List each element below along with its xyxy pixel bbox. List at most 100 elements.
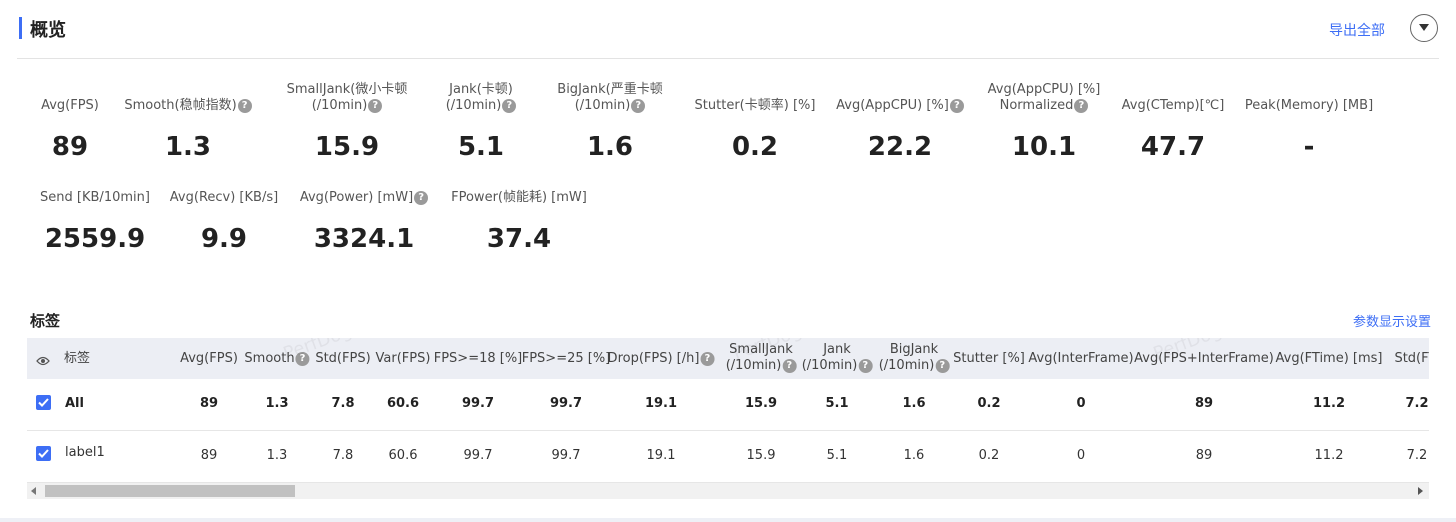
scrollbar-thumb[interactable] <box>45 485 295 497</box>
table-cell: 15.9 <box>746 448 776 463</box>
table-cell: 11.2 <box>1312 396 1346 411</box>
row-checkbox[interactable] <box>36 395 51 410</box>
help-icon[interactable]: ? <box>295 351 310 366</box>
table-cell: 99.7 <box>549 396 583 411</box>
help-icon[interactable]: ? <box>1074 98 1089 113</box>
table-cell: 0 <box>1076 448 1086 463</box>
scroll-left-icon[interactable] <box>31 487 36 495</box>
metric-value: 1.3 <box>164 132 212 162</box>
metric-item: FPower(帧能耗) [mW] 37.4 <box>429 190 609 270</box>
tags-table: 标签 Avg(FPS) Smooth? Std(FPS) Var(FPS) FPS>=18… <box>27 338 1429 483</box>
collapse-toggle-button[interactable] <box>1410 14 1438 42</box>
header-divider <box>17 58 1439 59</box>
metric-value: - <box>1303 132 1315 162</box>
chevron-down-icon <box>1419 24 1429 31</box>
metric-label: SmallJank(微小卡顿 <box>286 82 408 97</box>
metric-item: BigJank(严重卡顿 (/10min)? 1.6 <box>520 82 700 172</box>
table-cell: 0.2 <box>978 448 1000 463</box>
metric-item: Smooth(稳帧指数)? 1.3 <box>98 82 278 172</box>
table-cell: 7.8 <box>331 396 355 411</box>
help-icon[interactable]: ? <box>935 358 950 373</box>
row-label: All <box>65 396 84 411</box>
column-header: BigJank (/10min)? <box>879 342 950 374</box>
column-header-label: 标签 <box>64 351 91 366</box>
metric-label: Peak(Memory) [MB] <box>1244 98 1374 113</box>
help-icon[interactable]: ? <box>237 98 252 113</box>
table-cell: 99.7 <box>551 448 581 463</box>
metric-value: 0.2 <box>731 132 779 162</box>
column-header-label: Avg(InterFrame) <box>1028 351 1134 366</box>
title-accent-bar <box>19 17 22 39</box>
column-header-label: Avg(FPS+InterFrame) <box>1134 351 1274 366</box>
table-cell: 7.8 <box>332 448 354 463</box>
column-header-sublabel: (/10min) <box>801 358 858 373</box>
param-display-settings-link[interactable]: 参数显示设置 <box>1353 315 1432 330</box>
column-header-label: Jank <box>823 342 851 357</box>
metric-item: Avg(AppCPU) [%] Normalized? 10.1 <box>954 82 1134 172</box>
column-header: FPS>=25 [%] <box>522 351 611 367</box>
table-row-label1[interactable]: label1 89 1.3 7.8 60.6 99.7 99.7 19.1 15.9 5.1 1.6… <box>27 431 1429 483</box>
horizontal-scrollbar[interactable] <box>27 483 1429 499</box>
help-icon[interactable]: ? <box>700 351 715 366</box>
metric-value: 37.4 <box>486 224 552 254</box>
metric-label: (/10min)? <box>520 98 700 114</box>
table-cell: 7.2 <box>1406 448 1428 463</box>
help-icon[interactable]: ? <box>502 98 517 113</box>
help-icon[interactable]: ? <box>782 358 797 373</box>
help-icon[interactable]: ? <box>631 98 646 113</box>
metric-value: 3324.1 <box>313 224 415 254</box>
table-cell: 1.6 <box>903 448 925 463</box>
metric-item: Avg(CTemp)[℃] 47.7 <box>1083 82 1263 172</box>
table-row-all[interactable]: All 89 1.3 7.8 60.6 99.7 99.7 19.1 15.9 5.1 1.6 0.2… <box>27 379 1429 431</box>
table-cell: 0.2 <box>977 396 1001 411</box>
column-header-label: Std(FPS) <box>315 351 371 366</box>
metric-label: FPower(帧能耗) [mW] <box>451 190 587 205</box>
column-header: Avg(FTime) [ms] <box>1276 351 1383 367</box>
column-header-label: FPS>=25 [%] <box>521 351 611 366</box>
column-header: 标签 <box>64 351 90 367</box>
metric-label-line2: (/10min) <box>311 98 368 113</box>
help-icon[interactable]: ? <box>368 98 383 113</box>
help-icon[interactable]: ? <box>858 358 873 373</box>
metric-value: 9.9 <box>200 224 248 254</box>
row-label: label1 <box>65 445 105 460</box>
metric-label: BigJank(严重卡顿 <box>557 82 663 97</box>
metric-value: 2559.9 <box>44 224 146 254</box>
table-cell: 89 <box>1194 396 1214 411</box>
column-header-label: Avg(FTime) [ms] <box>1275 351 1383 366</box>
metric-label: Avg(Power) [mW]? <box>274 190 454 206</box>
metric-item: Jank(卡顿) (/10min)? 5.1 <box>391 82 571 172</box>
column-header: Stutter [%] <box>953 351 1025 367</box>
table-header: 标签 Avg(FPS) Smooth? Std(FPS) Var(FPS) FPS>=18… <box>27 338 1429 379</box>
table-cell: 5.1 <box>825 396 849 411</box>
metric-value: 5.1 <box>457 132 505 162</box>
table-cell: 19.1 <box>644 396 678 411</box>
row-checkbox[interactable] <box>36 446 51 461</box>
metric-label: (/10min)? <box>257 98 437 114</box>
export-all-link[interactable]: 导出全部 <box>1329 23 1385 39</box>
metric-item: Avg(FPS) 89 <box>0 82 160 172</box>
column-header-label: Avg(FPS) <box>180 351 238 366</box>
help-icon[interactable]: ? <box>414 190 429 205</box>
table-cell: 60.6 <box>386 396 420 411</box>
scroll-right-icon[interactable] <box>1418 487 1423 495</box>
metric-label: Avg(AppCPU) [%]? <box>810 98 990 114</box>
metric-value: 10.1 <box>1011 132 1077 162</box>
metric-label: Avg(AppCPU) [%] <box>987 82 1101 97</box>
column-header: Std(FTi <box>1394 351 1429 367</box>
column-header: Smooth? <box>244 351 310 367</box>
metric-label: Avg(CTemp)[℃] <box>1121 98 1225 113</box>
table-cell: 99.7 <box>463 448 493 463</box>
metric-value: 1.6 <box>586 132 634 162</box>
metric-label: (/10min)? <box>391 98 571 114</box>
column-header-label: BigJank <box>889 342 939 357</box>
table-cell: 1.6 <box>902 396 926 411</box>
column-header-sublabel: (/10min) <box>725 358 782 373</box>
table-cell: 7.2 <box>1405 396 1429 411</box>
eye-icon[interactable] <box>36 352 50 371</box>
metric-item: Peak(Memory) [MB] - <box>1219 82 1399 172</box>
help-icon[interactable]: ? <box>949 98 964 113</box>
metric-label: Send [KB/10min] <box>40 190 150 205</box>
table-cell: 99.7 <box>461 396 495 411</box>
column-header: Std(FPS) <box>315 351 370 367</box>
